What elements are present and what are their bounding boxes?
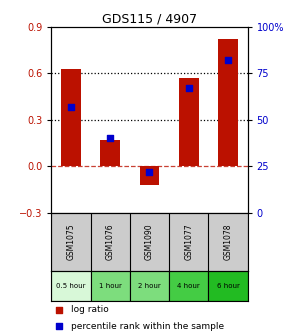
- Bar: [140, 166, 159, 185]
- Text: GSM1076: GSM1076: [106, 223, 115, 260]
- Bar: [208, 270, 248, 301]
- Point: [226, 57, 230, 63]
- Point: [69, 104, 73, 110]
- Text: GSM1090: GSM1090: [145, 223, 154, 260]
- Point: [186, 85, 191, 91]
- Text: 4 hour: 4 hour: [177, 283, 200, 289]
- Bar: [51, 270, 91, 301]
- Text: 1 hour: 1 hour: [99, 283, 122, 289]
- Text: percentile rank within the sample: percentile rank within the sample: [71, 322, 224, 331]
- Bar: [169, 270, 208, 301]
- Text: log ratio: log ratio: [71, 305, 109, 314]
- Point: [57, 324, 62, 329]
- Text: GSM1078: GSM1078: [224, 223, 232, 260]
- Title: GDS115 / 4907: GDS115 / 4907: [102, 13, 197, 26]
- Point: [147, 169, 152, 174]
- Text: 0.5 hour: 0.5 hour: [56, 283, 86, 289]
- Bar: [218, 39, 238, 166]
- Text: 2 hour: 2 hour: [138, 283, 161, 289]
- Text: GSM1075: GSM1075: [67, 223, 75, 260]
- Bar: [130, 270, 169, 301]
- Text: 6 hour: 6 hour: [217, 283, 239, 289]
- Bar: [179, 78, 199, 166]
- Bar: [91, 270, 130, 301]
- Bar: [61, 69, 81, 166]
- Point: [57, 307, 62, 312]
- Point: [108, 135, 113, 141]
- Bar: [100, 140, 120, 166]
- Text: GSM1077: GSM1077: [184, 223, 193, 260]
